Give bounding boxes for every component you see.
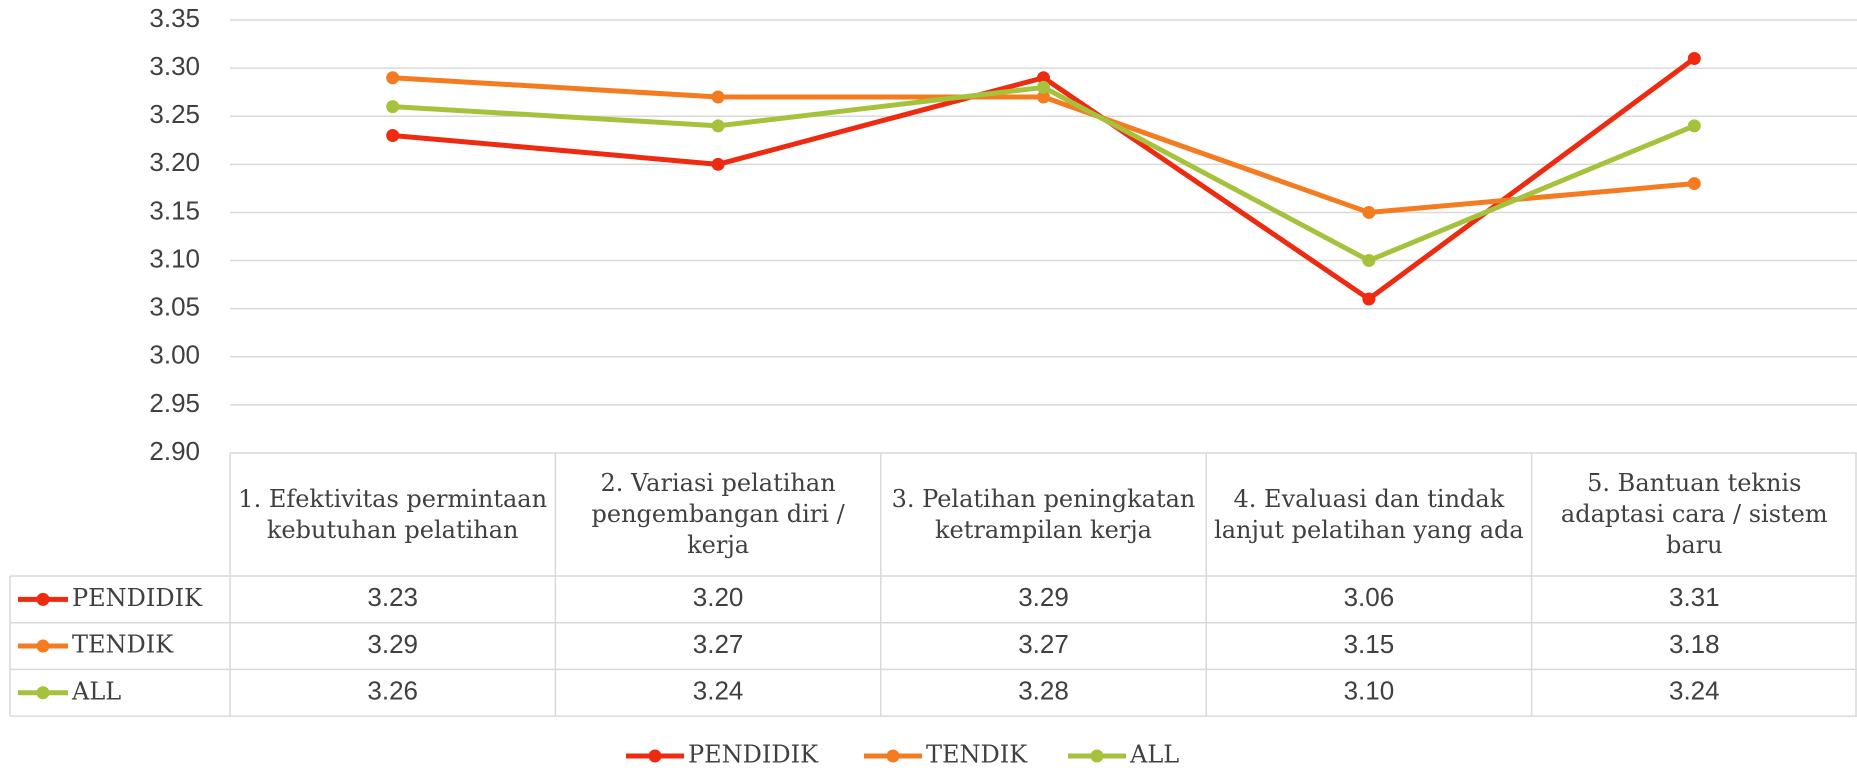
legend-marker xyxy=(36,639,50,653)
data-point xyxy=(1362,254,1376,268)
data-label: 3.28 xyxy=(1018,676,1069,706)
y-tick-label: 3.30 xyxy=(149,51,200,81)
data-point xyxy=(711,119,725,133)
row-label: TENDIK xyxy=(72,631,174,659)
data-point xyxy=(386,71,400,85)
data-label: 3.29 xyxy=(367,629,418,659)
legend-marker xyxy=(886,749,900,763)
data-label: 3.15 xyxy=(1344,629,1395,659)
data-label: 3.29 xyxy=(1018,582,1069,612)
category-cell: 1. Efektivitas permintaan kebutuhan pela… xyxy=(238,484,548,544)
data-label: 3.23 xyxy=(367,582,418,612)
data-point xyxy=(711,157,725,171)
legend-marker xyxy=(648,749,662,763)
category-cell: 5. Bantuan teknis adaptasi cara / sistem… xyxy=(1560,469,1828,559)
data-point xyxy=(1037,90,1050,104)
x-category-label: 5. Bantuan teknis adaptasi cara / sistem… xyxy=(1560,469,1828,559)
row-label: ALL xyxy=(71,677,121,705)
y-tick-label: 2.90 xyxy=(149,436,200,466)
data-point xyxy=(711,90,725,104)
y-tick-label: 2.95 xyxy=(149,388,200,418)
legend-marker xyxy=(36,686,50,700)
y-tick-label: 3.20 xyxy=(149,147,200,177)
data-point xyxy=(1687,119,1701,133)
y-tick-label: 3.00 xyxy=(149,340,200,370)
y-tick-label: 3.35 xyxy=(149,3,200,33)
data-label: 3.06 xyxy=(1344,582,1395,612)
data-point xyxy=(386,128,400,142)
data-label: 3.27 xyxy=(693,629,744,659)
legend-marker xyxy=(36,592,50,606)
x-category-label: 4. Evaluasi dan tindak lanjut pelatihan … xyxy=(1214,484,1524,544)
legend-marker xyxy=(1090,749,1104,763)
data-point xyxy=(386,100,400,114)
data-label: 3.10 xyxy=(1344,676,1395,706)
data-point xyxy=(1687,51,1701,65)
data-point xyxy=(1362,205,1376,219)
data-point xyxy=(1037,71,1050,85)
y-tick-label: 3.05 xyxy=(149,292,200,322)
data-label: 3.18 xyxy=(1669,629,1720,659)
data-label: 3.26 xyxy=(367,676,418,706)
data-label: 3.24 xyxy=(1669,676,1720,706)
data-label: 3.31 xyxy=(1669,582,1720,612)
data-point xyxy=(1687,177,1701,191)
category-cell: 4. Evaluasi dan tindak lanjut pelatihan … xyxy=(1214,484,1524,544)
x-category-label: 3. Pelatihan peningkatan ketrampilan ker… xyxy=(891,484,1196,544)
data-point xyxy=(1037,80,1050,94)
legend-label: ALL xyxy=(1129,741,1179,769)
data-label: 3.24 xyxy=(693,676,744,706)
data-label: 3.27 xyxy=(1018,629,1069,659)
series-line xyxy=(392,84,1696,264)
data-label: 3.20 xyxy=(693,582,744,612)
legend-label: TENDIK xyxy=(926,741,1028,769)
y-tick-label: 3.15 xyxy=(149,195,200,225)
y-tick-label: 3.10 xyxy=(149,243,200,273)
row-label: PENDIDIK xyxy=(72,584,203,612)
x-category-label: 2. Variasi pelatihan pengembangan diri /… xyxy=(591,469,845,559)
y-tick-label: 3.25 xyxy=(149,99,200,129)
data-point xyxy=(1362,292,1376,306)
legend-label: PENDIDIK xyxy=(688,741,819,769)
category-cell: 2. Variasi pelatihan pengembangan diri /… xyxy=(591,469,845,559)
category-cell: 3. Pelatihan peningkatan ketrampilan ker… xyxy=(891,484,1196,544)
x-category-label: 1. Efektivitas permintaan kebutuhan pela… xyxy=(238,484,548,544)
